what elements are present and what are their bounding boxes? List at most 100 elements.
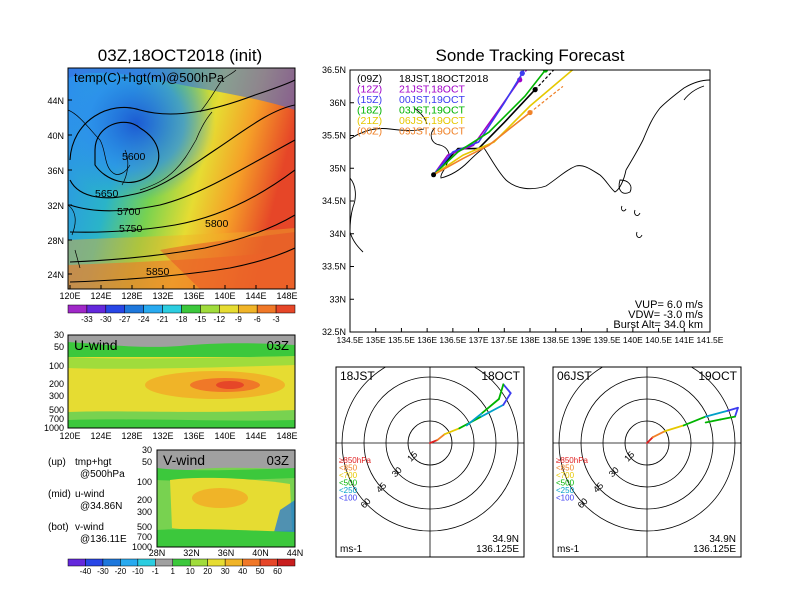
track-lon-tick: 134.5E xyxy=(337,335,364,345)
track-lon-tick: 140.5E xyxy=(645,335,672,345)
u-pressure-tick: 300 xyxy=(49,391,64,401)
wind-colorbar-label: 20 xyxy=(203,567,212,576)
panel-notes: (up) tmp+hgt@500hPa (mid) u-wind@34.86N (bot… xyxy=(48,457,127,545)
note-line: (up) tmp+hgt xyxy=(48,457,112,468)
hodograph-level-legend: <100 xyxy=(556,494,575,503)
u-pressure-tick: 50 xyxy=(54,342,64,352)
u-lon-tick: 124E xyxy=(90,431,111,441)
note-line: @136.11E xyxy=(80,534,127,545)
map-title: 03Z,18OCT2018 (init) xyxy=(98,46,262,65)
legend-time: 18JST,18OCT2018 xyxy=(399,73,488,85)
v-pressure-tick: 1000 xyxy=(132,542,152,552)
track-lon-tick: 138E xyxy=(520,335,540,345)
note-value: @34.86N xyxy=(80,501,122,512)
v-pressure-tick: 30 xyxy=(142,445,152,455)
u-lon-tick: 144E xyxy=(245,431,266,441)
hodograph-date: 19OCT xyxy=(698,369,737,383)
track-coastlines xyxy=(350,79,710,253)
hodograph-lat: 34.9N xyxy=(709,534,736,545)
map-lon-tick: 120E xyxy=(59,291,80,301)
hodograph-segment xyxy=(465,412,483,427)
burst-point xyxy=(532,87,538,93)
note-line: (mid) u-wind xyxy=(48,489,104,500)
vup-param: VUP= 6.0 m/s xyxy=(635,299,704,311)
note-key: (up) xyxy=(48,457,66,468)
descent-dashed-line xyxy=(534,70,555,91)
contour-label: 5750 xyxy=(119,223,143,235)
colorbar-swatch xyxy=(143,304,163,314)
wind-colorbar-swatch xyxy=(189,558,208,567)
u-lon-tick: 128E xyxy=(121,431,142,441)
note-key: (bot) xyxy=(48,522,69,533)
u-wind-lon-ticks: 120E 124E 128E 132E 136E 140E 144E 148E xyxy=(59,431,297,441)
hodograph-segment xyxy=(443,427,461,436)
wind-colorbar-label: -10 xyxy=(132,567,144,576)
hodograph-segment xyxy=(663,424,685,433)
hodograph-segment xyxy=(480,403,505,418)
legend-time: 03JST,19OCT xyxy=(399,105,466,117)
legend-run: (18Z) xyxy=(357,105,382,117)
contour-labels: 5600 5650 5700 5750 5800 5850 xyxy=(95,151,229,278)
v-lat-tick: 32N xyxy=(183,548,200,558)
hodograph-segment xyxy=(429,439,439,444)
map-lon-tick: 128E xyxy=(121,291,142,301)
colorbar-swatch xyxy=(124,304,144,314)
note-line: @500hPa xyxy=(80,469,125,480)
height-contours xyxy=(69,79,295,283)
colorbar-label: -33 xyxy=(81,315,93,324)
wind-colorbar-label: 40 xyxy=(238,567,247,576)
hodograph-level-legend: <250 xyxy=(556,486,575,495)
colorbar-label: -15 xyxy=(195,315,207,324)
v-lat-tick: 44N xyxy=(287,548,304,558)
colorbar-label: -30 xyxy=(100,315,112,324)
u-lon-tick: 120E xyxy=(59,431,80,441)
map-lon-tick: 132E xyxy=(152,291,173,301)
hodograph-lon: 136.125E xyxy=(476,544,519,555)
sonde-trajectories xyxy=(431,70,574,178)
burst-alt-param: Burst Alt= 34.0 km xyxy=(613,319,703,331)
note-value: @500hPa xyxy=(80,469,125,480)
track-lon-tick: 139E xyxy=(571,335,591,345)
track-map-area xyxy=(350,70,710,253)
hodograph-segment xyxy=(682,415,707,427)
map-lat-tick: 36N xyxy=(47,166,64,176)
u-pressure-tick: 100 xyxy=(49,361,64,371)
hodograph-level-legend: <500 xyxy=(556,479,575,488)
launch-point xyxy=(431,172,437,178)
v-lat-tick: 36N xyxy=(218,548,235,558)
hodograph-ring-label: 60 xyxy=(359,496,373,510)
wind-colorbar-label: -1 xyxy=(152,567,160,576)
temperature-colorbar: -33 -30 -27 -24 -21 -18 -15 -12 -9 -6 -3 xyxy=(67,304,296,324)
wind-colorbar-swatch xyxy=(277,558,296,567)
track-lat-tick: 33N xyxy=(329,294,346,304)
note-value: @136.11E xyxy=(80,534,127,545)
colorbar-label: -27 xyxy=(119,315,131,324)
track-lon-ticks: 134.5E 135E 135.5E 136E 136.5E 137E 137.5E 138E… xyxy=(337,328,724,345)
u-pressure-tick: 700 xyxy=(49,414,64,424)
track-lat-tick: 33.5N xyxy=(322,262,346,272)
track-lat-tick: 36.5N xyxy=(322,65,346,75)
v-wind-lat-ticks: 28N 32N 36N 40N 44N xyxy=(149,548,304,558)
hodograph-level-legend: ≥850hPa xyxy=(339,456,372,465)
map-lon-tick: 124E xyxy=(90,291,111,301)
hodograph-segment xyxy=(646,436,654,444)
u-pressure-tick: 30 xyxy=(54,330,64,340)
v-pressure-tick: 700 xyxy=(137,532,152,542)
note-line: @34.86N xyxy=(80,501,122,512)
wind-colorbar-swatch xyxy=(137,558,156,567)
track-lat-ticks: 36.5N 36N 35.5N 35N 34.5N 34N 33.5N 33N 32.5N xyxy=(322,65,354,337)
track-lon-tick: 138.5E xyxy=(542,335,569,345)
colorbar-swatch xyxy=(67,304,88,314)
map-lat-tick: 28N xyxy=(47,236,64,246)
wind-colorbar-swatch xyxy=(242,558,261,567)
colorbar-swatch xyxy=(105,304,126,314)
hodograph-ring-label: 60 xyxy=(576,496,590,510)
track-lon-tick: 135E xyxy=(366,335,386,345)
temp-hgt-map: 03Z,18OCT2018 (init) xyxy=(47,46,297,324)
hodograph-level-legend: <700 xyxy=(339,471,358,480)
burst-point xyxy=(542,70,549,73)
hodograph-segment xyxy=(734,406,739,418)
wind-colorbar: -40 -30 -20 -10 -1 1 10 20 30 40 50 60 xyxy=(67,558,296,576)
track-lon-tick: 136E xyxy=(417,335,437,345)
